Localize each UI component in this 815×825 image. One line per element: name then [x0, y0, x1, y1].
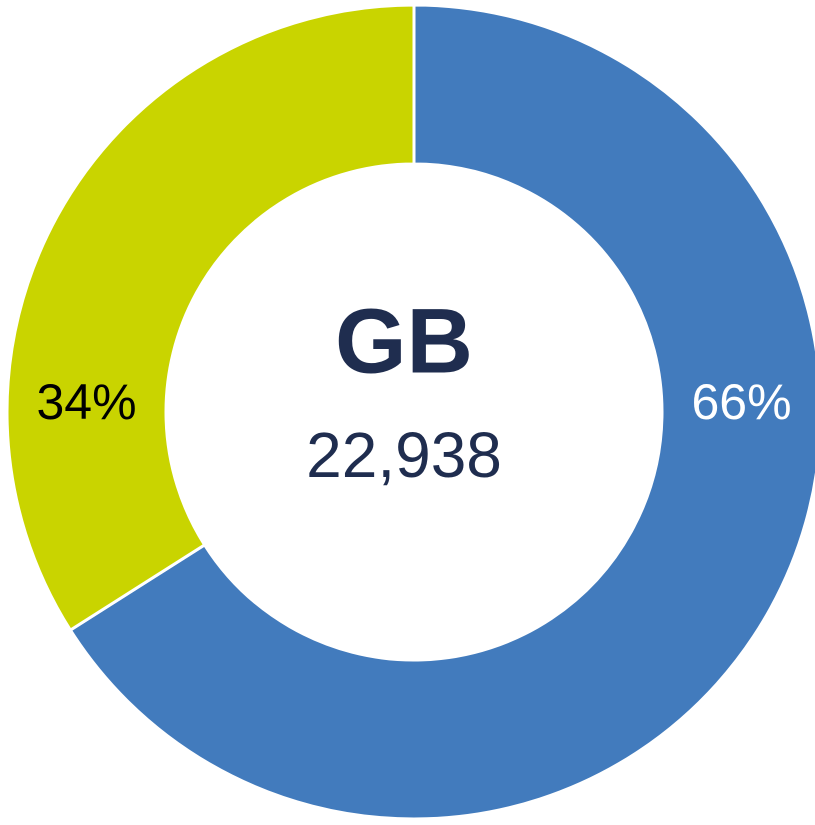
data-label: 34% [36, 374, 136, 430]
center-title: GB [335, 290, 473, 392]
donut-slice [5, 3, 416, 633]
donut-slice [68, 3, 815, 821]
data-label: 66% [691, 374, 791, 430]
center-label: 22,938 [306, 419, 502, 491]
